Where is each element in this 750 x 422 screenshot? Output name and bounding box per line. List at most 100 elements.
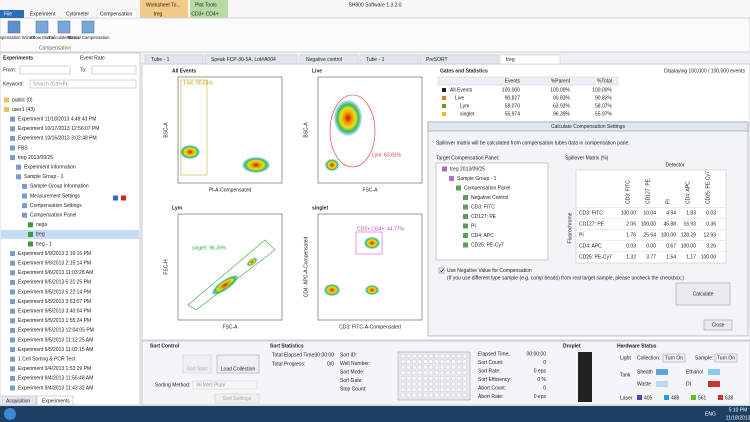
tree-item[interactable]: Experiment Information	[24, 165, 76, 171]
well	[451, 359, 456, 364]
doc-tab[interactable]	[204, 54, 298, 65]
tree-item[interactable]: Compensation Panel	[30, 213, 76, 219]
close-button[interactable]	[703, 319, 733, 331]
tree-item[interactable]: Experiment 9/5/2013 1:55:24 PM	[18, 318, 91, 324]
ribbon-icon[interactable]	[7, 20, 21, 34]
turn-on-button[interactable]	[662, 353, 686, 363]
doc-tab[interactable]	[499, 54, 561, 65]
tree-item[interactable]: Experiment 9/4/2013 11:43:32 AM	[18, 385, 93, 391]
gate-stat: 90,827	[505, 95, 521, 101]
active-tab[interactable]	[96, 9, 138, 19]
matrix-value: 3.26	[706, 243, 716, 249]
tree-item[interactable]: Experiment 9/5/2013 12:04:05 PM	[18, 328, 94, 334]
tree-item[interactable]: Experiment 9/9/2013 2:16:16 PM	[18, 251, 91, 257]
checkbox[interactable]	[438, 267, 445, 274]
tree-item[interactable]: Experiment 10/16/2013 3:02:48 PM	[18, 136, 97, 142]
gates-title: Gates and Statistics	[440, 68, 488, 74]
load-collection-button[interactable]	[216, 354, 260, 374]
well	[400, 370, 406, 375]
ribbon-icon[interactable]	[81, 20, 95, 34]
plot-frame	[317, 213, 423, 321]
bottom-tab[interactable]	[36, 395, 74, 406]
tree-item[interactable]: Measurement Settings	[30, 193, 81, 199]
start-button[interactable]	[4, 408, 16, 420]
well	[406, 353, 411, 359]
well	[462, 381, 467, 387]
tree-icon	[16, 174, 21, 180]
tree-item[interactable]: treg	[36, 232, 45, 238]
tree-item[interactable]: Compensation Settings	[30, 203, 82, 209]
method-dropdown[interactable]	[192, 380, 258, 390]
tree-item[interactable]: Experiment 9/5/2013 3:53:07 PM	[18, 299, 91, 305]
bottom-tab-label: Experiments	[42, 398, 70, 404]
well	[456, 381, 462, 387]
well	[456, 353, 462, 359]
tree-item[interactable]: Experiment 9/9/2013 2:15:14 PM	[18, 261, 91, 267]
tree-item[interactable]: Experiment 9/5/2013 5:31:25 PM	[18, 280, 91, 286]
tree-item[interactable]: Sample Group Information	[30, 184, 89, 190]
well	[434, 370, 439, 375]
tree-item[interactable]: Experiment 9/5/2013 11:02:15 AM	[18, 347, 93, 353]
matrix-value: 1.76	[626, 232, 636, 238]
tree-item[interactable]: Sample Group - 1	[24, 174, 64, 180]
tree-item[interactable]: FBS	[18, 145, 28, 151]
tree-icon	[10, 116, 15, 122]
well	[440, 393, 445, 398]
matrix-table	[575, 169, 727, 264]
tree-item[interactable]: Experiment 9/4/2013 1:53:29 PM	[18, 366, 91, 372]
tree-item[interactable]: Experiment 9/4/2013 11:55:48 AM	[18, 376, 93, 382]
well	[456, 376, 462, 381]
well	[451, 353, 456, 359]
stat-label: Abort Count:	[478, 385, 506, 391]
tank-level	[708, 369, 720, 375]
plot-title: All Events	[172, 68, 196, 74]
tree-item[interactable]: nega	[36, 222, 47, 228]
tree-item[interactable]: 1 Cell Sorting & PCR Test	[18, 357, 76, 363]
sort-settings-button[interactable]	[214, 393, 260, 404]
well	[434, 353, 439, 359]
gate-label: Lym: 63.81%	[372, 152, 402, 158]
sort-start-button[interactable]	[182, 354, 212, 374]
tree-icon	[10, 270, 15, 276]
calculate-button[interactable]	[675, 282, 731, 306]
tree-item[interactable]: treg - 1	[36, 241, 52, 247]
doc-tab[interactable]	[144, 54, 204, 65]
tree-item[interactable]: Experiment 9/5/2013 11:12:25 AM	[18, 337, 93, 343]
tree-item[interactable]: user1 (43)	[12, 107, 35, 113]
from-input[interactable]	[19, 65, 71, 75]
ribbon-icon[interactable]	[57, 20, 71, 34]
doc-tab[interactable]	[299, 54, 359, 65]
well	[445, 393, 450, 398]
doc-tab[interactable]	[359, 54, 419, 65]
well	[406, 381, 411, 387]
tree-item[interactable]: treg 2013/09/25	[18, 155, 53, 161]
gate-stat: 55.97%	[595, 111, 613, 117]
well	[412, 387, 417, 392]
bottom-tab[interactable]	[1, 395, 37, 406]
well	[462, 365, 467, 370]
well	[423, 381, 428, 387]
ribbon-icon[interactable]	[35, 20, 49, 34]
file-button[interactable]	[0, 10, 24, 18]
ribbon	[0, 17, 750, 53]
to-input[interactable]	[91, 65, 137, 75]
well	[440, 370, 445, 375]
turn-on-button[interactable]	[714, 353, 738, 363]
tree-item[interactable]: Experiment 10/17/2013 12:56:07 PM	[18, 126, 99, 132]
tree-item[interactable]: Experiment 11/18/2013 4:49:43 PM	[18, 117, 96, 123]
taskbar	[0, 406, 750, 422]
doc-tab-label: Speak FCP-30-5A, Lot#A004	[211, 57, 276, 63]
search-input[interactable]	[29, 79, 137, 89]
doc-tab[interactable]	[419, 54, 499, 65]
column-header: %Total	[597, 78, 612, 84]
method-value: 96 Well Plate	[196, 382, 226, 388]
tree-item[interactable]: Experiment 9/6/2013 11:03:28 AM	[18, 270, 93, 276]
dialog-title: Calculate Compensation Settings	[551, 124, 625, 130]
tree-item[interactable]: Experiment 9/5/2013 5:22:14 PM	[18, 289, 91, 295]
ribbon-tab: Compensation	[100, 11, 132, 17]
tree-item[interactable]: Experiment 9/5/2013 3:40:04 PM	[18, 309, 91, 315]
laser-label: 638	[725, 395, 734, 401]
matrix-row-label: CD3: FITC	[579, 210, 603, 216]
tree-item[interactable]: public (0)	[12, 97, 33, 103]
hw-label: Collection:	[637, 355, 660, 361]
